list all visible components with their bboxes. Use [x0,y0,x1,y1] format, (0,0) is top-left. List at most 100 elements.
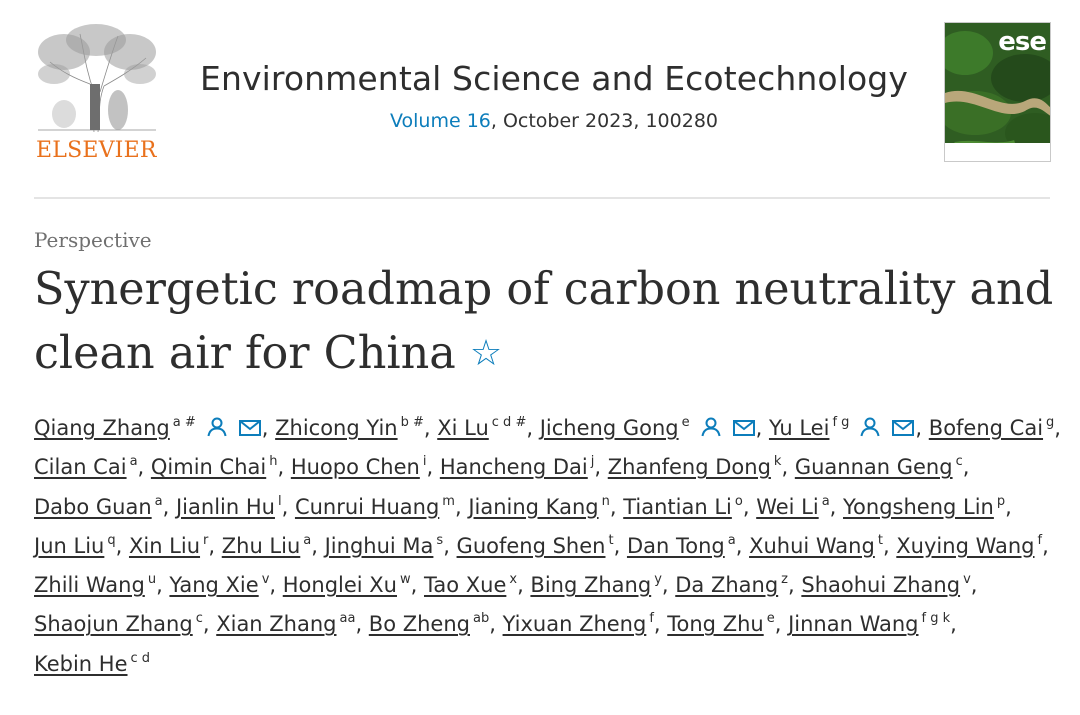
envelope-icon[interactable] [891,418,915,438]
affiliation-marker[interactable]: a [154,493,163,509]
author-name-link[interactable]: Zhanfeng Dong [607,455,771,480]
author-name-link[interactable]: Tiantian Li [623,494,732,519]
author-name-link[interactable]: Jianing Kang [468,494,599,519]
affiliation-marker[interactable]: b # [400,415,424,430]
affiliation-marker[interactable]: c d # [491,415,527,430]
affiliation-marker[interactable]: v [963,572,971,588]
affiliation-marker[interactable]: x [509,572,518,588]
author-separator: , [594,455,608,480]
author-name-link[interactable]: Jicheng Gong [539,416,679,440]
affiliation-marker[interactable]: n [601,493,610,509]
author-name-link[interactable]: Qiang Zhang [34,416,170,440]
author-name-link[interactable]: Jinnan Wang [788,612,919,637]
affiliation-marker[interactable]: e [766,611,775,627]
author-name-link[interactable]: Zhili Wang [34,573,145,598]
author-name-link[interactable]: Bo Zheng [368,612,470,637]
author-name-link[interactable]: Xian Zhang [216,612,337,637]
affiliation-marker[interactable]: q [107,532,116,548]
author-name-link[interactable]: Yixuan Zheng [502,612,647,637]
affiliation-marker[interactable]: y [654,572,662,588]
author-name-link[interactable]: Cilan Cai [34,455,127,480]
affiliation-marker[interactable]: w [400,572,411,588]
affiliation-marker[interactable]: a [821,493,830,509]
affiliation-marker[interactable]: a [303,532,312,548]
affiliation-marker[interactable]: g [1046,415,1055,430]
author-name-link[interactable]: Yongsheng Lin [843,494,994,519]
author-name-link[interactable]: Huopo Chen [290,455,420,480]
author-entry: Kebin He c d [34,652,150,676]
affiliation-marker[interactable]: a [129,454,138,470]
author-name-link[interactable]: Wei Li [756,494,819,519]
affiliation-marker[interactable]: f g k [921,611,951,627]
star-icon[interactable]: ☆ [469,332,503,374]
author-name-link[interactable]: Shaohui Zhang [801,573,961,598]
affiliation-marker[interactable]: a # [172,415,196,430]
elsevier-logo[interactable]: ELSEVIER [34,22,162,164]
author-entry: Bing Zhang y [530,573,661,597]
publisher-name: ELSEVIER [36,138,157,163]
affiliation-marker[interactable]: o [734,493,743,509]
affiliation-marker[interactable]: c [955,454,963,470]
author-name-link[interactable]: Xuying Wang [896,533,1035,558]
affiliation-marker[interactable]: e [681,415,690,430]
author-name-link[interactable]: Jinghui Ma [324,533,434,558]
author-name-link[interactable]: Zhu Liu [221,533,301,558]
affiliation-marker[interactable]: r [203,532,209,548]
affiliation-marker[interactable]: l [277,493,282,509]
author-name-link[interactable]: Qimin Chai [150,455,267,480]
affiliation-marker[interactable]: f g [832,415,850,430]
author-name-link[interactable]: Bing Zhang [530,573,652,598]
affiliation-marker[interactable]: k [773,454,782,470]
author-name-link[interactable]: Tao Xue [424,573,507,598]
envelope-icon[interactable] [732,418,756,438]
author-name-link[interactable]: Xi Lu [437,416,489,440]
author-separator: , [137,455,151,480]
author-entry: Wei Li a [756,495,829,519]
author-name-link[interactable]: Cunrui Huang [294,494,440,519]
affiliation-marker[interactable]: aa [339,611,356,627]
affiliation-marker[interactable]: c [195,611,203,627]
person-icon[interactable] [700,416,722,438]
affiliation-marker[interactable]: z [781,572,788,588]
affiliation-marker[interactable]: ab [472,611,490,627]
affiliation-marker[interactable]: i [422,454,427,470]
author-name-link[interactable]: Xin Liu [128,533,201,558]
author-name-link[interactable]: Jianlin Hu [175,494,275,519]
affiliation-marker[interactable]: p [996,493,1006,509]
author-name-link[interactable]: Guofeng Shen [456,533,606,558]
author-name-link[interactable]: Hancheng Dai [439,455,588,480]
author-name-link[interactable]: Xuhui Wang [749,533,875,558]
author-name-link[interactable]: Jun Liu [34,533,105,558]
volume-link[interactable]: Volume 16 [389,110,491,132]
affiliation-marker[interactable]: j [590,454,595,470]
author-name-link[interactable]: Dan Tong [626,533,725,558]
journal-cover-image[interactable]: ese [944,22,1051,162]
author-name-link[interactable]: Dabo Guan [34,494,152,519]
affiliation-marker[interactable]: a [727,532,736,548]
author-name-link[interactable]: Shaojun Zhang [34,612,193,637]
envelope-icon[interactable] [238,418,262,438]
journal-title-link[interactable]: Environmental Science and Ecotechnology [200,59,908,98]
author-name-link[interactable]: Da Zhang [675,573,779,598]
person-icon[interactable] [859,416,881,438]
affiliation-marker[interactable]: t [877,532,883,548]
author-name-link[interactable]: Yu Lei [768,416,830,440]
author-name-link[interactable]: Bofeng Cai [928,416,1044,440]
affiliation-marker[interactable]: f [649,611,654,627]
author-separator: , [735,533,750,558]
affiliation-marker[interactable]: u [147,572,157,588]
affiliation-marker[interactable]: s [436,532,444,548]
person-icon[interactable] [206,416,228,438]
author-name-link[interactable]: Kebin He [34,651,128,676]
author-name-link[interactable]: Tong Zhu [667,612,764,637]
affiliation-marker[interactable]: m [442,493,455,509]
affiliation-marker[interactable]: v [261,572,270,588]
author-name-link[interactable]: Guannan Geng [794,455,953,480]
author-name-link[interactable]: Honglei Xu [282,573,397,598]
author-name-link[interactable]: Yang Xie [169,573,259,598]
affiliation-marker[interactable]: f [1037,532,1043,548]
affiliation-marker[interactable]: t [608,532,614,548]
affiliation-marker[interactable]: h [269,454,278,470]
affiliation-marker[interactable]: c d [130,650,151,666]
author-name-link[interactable]: Zhicong Yin [275,416,398,440]
